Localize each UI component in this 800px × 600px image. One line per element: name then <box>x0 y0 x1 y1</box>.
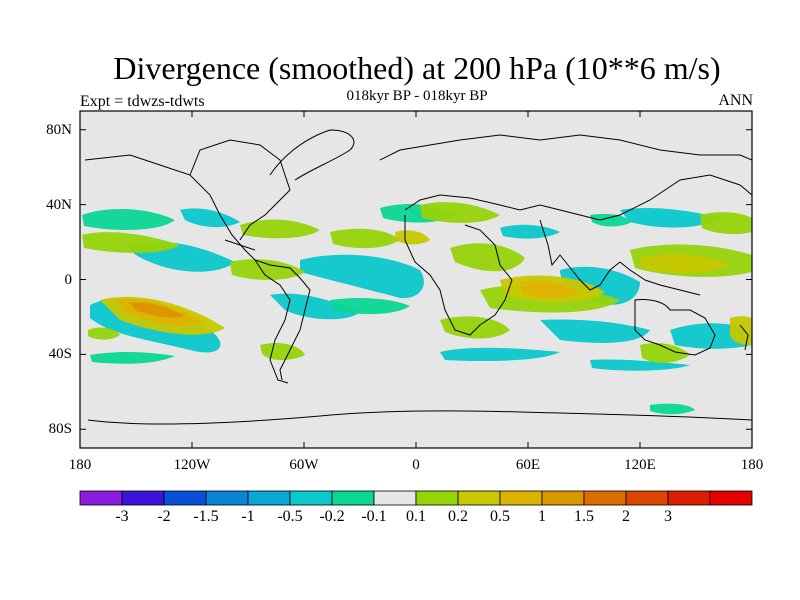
lon-tick-label: 120E <box>624 457 656 473</box>
colorbar-tick-label: 0.2 <box>448 508 468 525</box>
colorbar-tick-label: 2 <box>622 508 630 525</box>
lon-tick-label: 60W <box>289 457 319 473</box>
lat-tick-label: 0 <box>64 271 73 288</box>
colorbar-box <box>457 490 501 506</box>
lon-tick-label: 60E <box>515 457 541 473</box>
colorbar-tick-label: 3 <box>664 508 672 525</box>
lat-tick-label: 80S <box>48 421 72 438</box>
colorbar-box <box>499 490 543 506</box>
lat-tick-label: 80N <box>46 121 72 138</box>
plot-title: Divergence (smoothed) at 200 hPa (10**6 … <box>113 50 721 86</box>
colorbar-tick-label: -1 <box>241 508 255 525</box>
colorbar-tick-label: 0.1 <box>406 508 426 525</box>
coastlines <box>84 129 752 425</box>
colorbar-box <box>247 490 291 506</box>
lon-tick-label: 180 <box>740 457 764 473</box>
axis-tick-marks <box>79 111 753 448</box>
colorbar-box <box>205 490 249 506</box>
colorbar-tick-label: -2 <box>157 508 171 525</box>
colorbar-tick-label: 1.5 <box>574 508 594 525</box>
colorbar-tick-label: 0.5 <box>490 508 510 525</box>
colorbar-tick-label: -0.1 <box>361 508 387 525</box>
lat-tick-label: 40S <box>48 346 72 363</box>
lon-tick-label: 0 <box>412 457 420 473</box>
colorbar-box <box>709 490 753 506</box>
lon-tick-label: 180 <box>68 457 92 473</box>
colorbar-tick-label: 1 <box>538 508 546 525</box>
colorbar-tick-label: -3 <box>115 508 129 525</box>
colorbar-box <box>373 490 417 506</box>
colorbar-box <box>541 490 585 506</box>
colorbar-tick-label: -1.5 <box>193 508 219 525</box>
lon-tick-label: 120W <box>173 457 211 473</box>
season-label: ANN <box>718 92 753 109</box>
colorbar-box <box>583 490 627 506</box>
colorbar-box <box>415 490 459 506</box>
lat-tick-label: 40N <box>46 196 72 213</box>
colorbar-tick-label: -0.2 <box>319 508 345 525</box>
colorbar-box <box>667 490 711 506</box>
colorbar-box <box>79 490 123 506</box>
colorbar-box <box>289 490 333 506</box>
experiment-label: Expt = tdwzs-tdwts <box>80 93 205 110</box>
colorbar-box <box>331 490 375 506</box>
colorbar-box <box>625 490 669 506</box>
colorbar-box <box>121 490 165 506</box>
colorbar-tick-label: -0.5 <box>277 508 303 525</box>
plot-subtitle: 018kyr BP - 018kyr BP <box>346 88 488 104</box>
divergence-fields <box>82 202 752 415</box>
colorbar-box <box>163 490 207 506</box>
